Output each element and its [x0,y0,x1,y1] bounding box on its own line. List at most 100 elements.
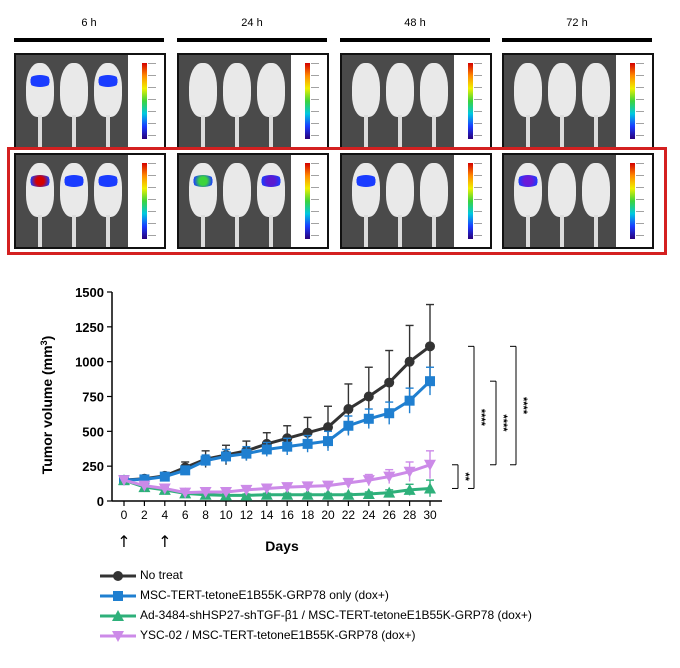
mouse-tail [106,215,110,247]
mouse-silhouette [26,163,54,217]
data-point [362,488,375,500]
data-point [384,408,395,419]
significance-bracket: **** [468,345,487,489]
data-point [323,422,333,433]
mouse-tail [72,215,76,247]
colorbar [305,163,310,239]
imaging-panel [14,53,166,149]
y-tick-label: 500 [82,424,104,439]
x-tick-label: 4 [161,508,168,522]
y-axis-label-main: Tumor volume (mm [39,345,55,474]
data-point [199,486,212,498]
mouse-silhouette [352,163,380,217]
data-point [138,480,151,492]
legend-swatch-ad-3484 [100,610,136,621]
data-point [281,482,294,494]
mouse-silhouette [189,163,217,217]
data-point [180,465,191,476]
bioluminescence-signal [354,175,378,187]
injection-arrow: ↑ [158,532,171,551]
legend-swatch-no-treat [100,571,136,581]
timepoint-bar-72h [502,38,652,42]
mouse-silhouette [514,63,542,117]
data-point [200,455,211,466]
mouse-tail [235,215,239,247]
mouse-silhouette [514,163,542,217]
series-0 [119,303,435,486]
mouse-silhouette [60,163,88,217]
data-point [343,420,354,431]
mouse-silhouette [386,63,414,117]
y-tick-label: 1250 [75,320,104,335]
mouse-tail [594,215,598,247]
legend-label-ysc-02: YSC-02 / MSC-TERT-tetoneE1B55K-GRP78 (do… [140,628,416,642]
significance-bracket: **** [490,380,509,466]
colorbar-ticks [148,163,156,239]
data-point [404,395,415,406]
y-tick-label: 0 [97,494,104,509]
data-point [260,483,273,495]
colorbar-ticks [311,163,319,239]
significance-bracket: ** [452,464,471,489]
mouse-silhouette [223,163,251,217]
mouse-tail [560,115,564,147]
legend-label-msc-only: MSC-TERT-tetoneE1B55K-GRP78 only (dox+) [140,588,389,602]
data-point [323,436,333,447]
mouse-tail [269,215,273,247]
bioluminescence-signal [96,175,120,187]
colorbar-area [454,155,490,247]
data-point [282,441,293,452]
data-point [301,481,314,493]
x-tick-label: 2 [141,508,148,522]
data-point [403,466,416,478]
bioluminescence-signal [28,175,52,187]
mouse-tail [269,115,273,147]
x-tick-label: 26 [383,508,397,522]
legend-swatch-ysc-02 [100,631,136,642]
x-tick-label: 0 [121,508,128,522]
data-point [362,475,375,487]
x-tick-label: 10 [219,508,233,522]
x-axis-label: Days [265,538,299,554]
data-point [383,486,396,498]
colorbar-area [291,55,327,147]
mouse-silhouette [420,163,448,217]
colorbar-ticks [636,63,644,139]
mouse-silhouette [189,63,217,117]
data-point [221,451,231,462]
bioluminescence-signal [259,175,283,187]
x-tick-label: 20 [321,508,335,522]
imaging-panel [14,153,166,249]
x-tick-label: 8 [202,508,209,522]
data-point [425,376,435,387]
series-3 [118,450,436,499]
timepoint-bar-48h [340,38,490,42]
colorbar-area [454,55,490,147]
colorbar [142,163,147,239]
timepoint-label-6h: 6 h [81,17,97,29]
data-point [363,413,374,424]
colorbar-ticks [311,63,319,139]
colorbar [630,63,635,139]
data-point [322,488,334,500]
mouse-silhouette [582,163,610,217]
mouse-tail [560,215,564,247]
mouse-silhouette [257,163,285,217]
data-point [363,391,374,402]
colorbar [468,63,473,139]
bioluminescence-signal [62,175,86,187]
injection-arrow: ↑ [117,532,130,551]
mouse-silhouette [420,63,448,117]
mouse-silhouette [60,63,88,117]
imaging-panel [177,53,329,149]
mouse-tail [398,215,402,247]
timepoint-bar-6h [14,38,164,42]
x-tick-label: 22 [342,508,356,522]
x-tick-label: 14 [260,508,274,522]
data-point [220,486,232,498]
imaging-panel [502,153,654,249]
mouse-silhouette [548,163,576,217]
mouse-silhouette [386,163,414,217]
colorbar [142,63,147,139]
